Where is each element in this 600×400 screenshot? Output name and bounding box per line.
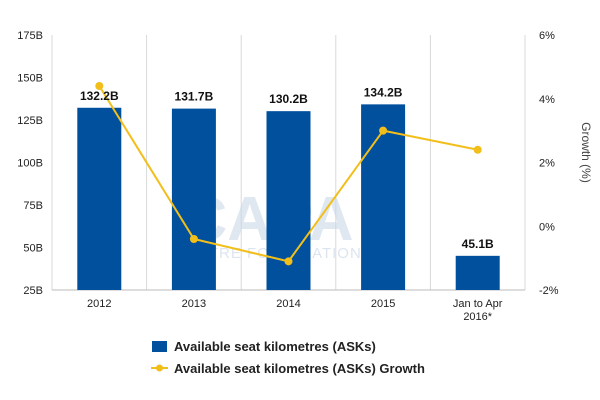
bar-data-label: 134.2B: [364, 85, 403, 99]
growth-point[interactable]: [284, 257, 293, 266]
bar-data-label: 130.2B: [269, 92, 308, 106]
y-left-tick-label: 25B: [23, 285, 43, 297]
bar[interactable]: [171, 108, 216, 290]
y-left-tick-label: 100B: [17, 158, 43, 170]
y-right-tick-label: 4%: [539, 94, 555, 106]
growth-point[interactable]: [189, 235, 198, 243]
y-right-tick-label: 0%: [539, 221, 555, 233]
x-tick-label: 2014: [276, 298, 300, 310]
x-tick-label: 2016*: [463, 311, 492, 323]
bar[interactable]: [455, 255, 500, 290]
bar-data-label: 132.2B: [80, 89, 119, 103]
x-tick-label: Jan to Apr: [453, 298, 503, 310]
bar-data-label: 45.1B: [462, 237, 494, 251]
legend-swatch-point: [156, 364, 163, 372]
y-right-axis-title: Growth (%): [579, 122, 593, 183]
y-left-tick-label: 175B: [17, 30, 43, 42]
x-tick-label: 2015: [371, 298, 395, 310]
x-tick-label: 2012: [87, 298, 111, 310]
bar[interactable]: [361, 104, 406, 290]
y-left-tick-label: 50B: [23, 243, 43, 255]
legend-swatch-bars: [152, 341, 167, 352]
y-right-tick-label: 2%: [539, 158, 555, 170]
x-tick-label: 2013: [182, 298, 206, 310]
y-left-tick-label: 150B: [17, 73, 43, 85]
legend-label-line: Available seat kilometres (ASKs) Growth: [174, 361, 425, 376]
y-left-tick-label: 125B: [17, 115, 43, 127]
bar[interactable]: [77, 107, 122, 290]
bar-data-label: 131.7B: [175, 90, 214, 104]
growth-point[interactable]: [95, 82, 104, 90]
growth-point[interactable]: [379, 126, 388, 135]
growth-point[interactable]: [473, 145, 482, 154]
y-left-tick-label: 75B: [23, 200, 43, 212]
y-right-tick-label: 6%: [539, 30, 555, 42]
legend-label-bars: Available seat kilometres (ASKs): [174, 339, 376, 354]
y-right-tick-label: -2%: [539, 285, 559, 297]
